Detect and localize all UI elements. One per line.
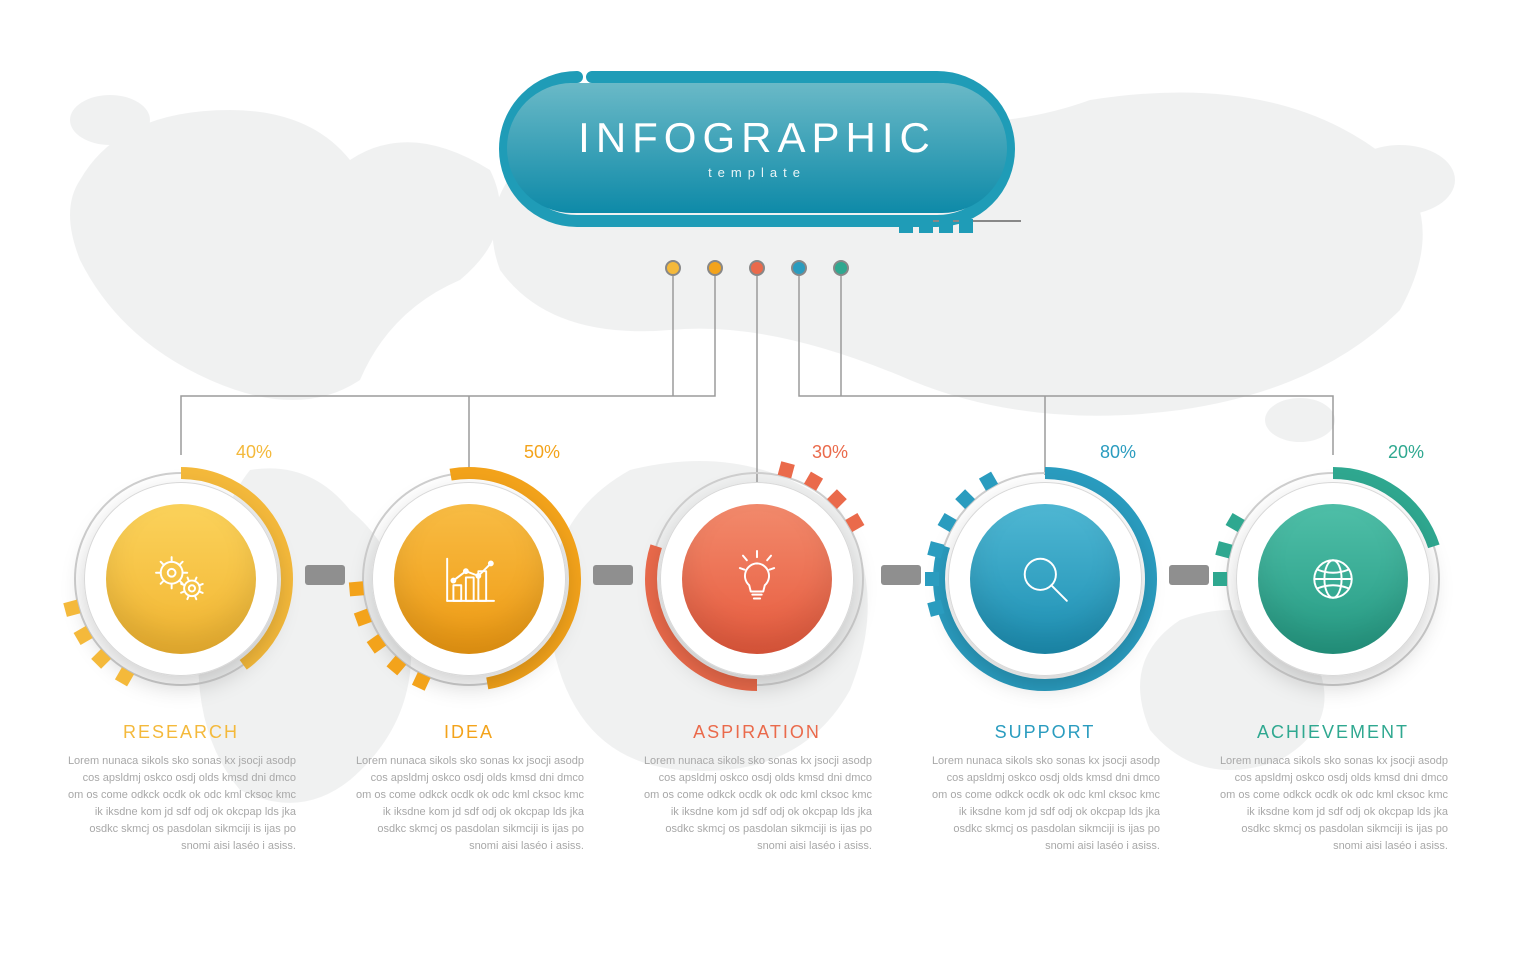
step-disk xyxy=(642,464,872,694)
step-percent: 30% xyxy=(812,442,848,463)
step-title: ASPIRATION xyxy=(642,722,872,743)
steps-row: 40% RESEARCH Lorem nunaca sikols sko sona… xyxy=(0,430,1514,855)
connector-dot xyxy=(749,260,765,276)
step-percent: 80% xyxy=(1100,442,1136,463)
step-support: 80% SUPPORT Lorem nunaca sikols sko sonas… xyxy=(930,430,1160,855)
globe-icon xyxy=(1258,504,1408,654)
step-percent: 20% xyxy=(1388,442,1424,463)
chart-icon xyxy=(394,504,544,654)
step-title: SUPPORT xyxy=(930,722,1160,743)
step-title: IDEA xyxy=(354,722,584,743)
connector-dot xyxy=(791,260,807,276)
step-body: Lorem nunaca sikols sko sonas kx jsocji … xyxy=(66,753,296,855)
magnify-icon xyxy=(970,504,1120,654)
title-text: INFOGRAPHIC xyxy=(578,117,936,159)
step-disk xyxy=(66,464,296,694)
title-accent-squares xyxy=(899,219,973,233)
connector-dot xyxy=(707,260,723,276)
step-disk xyxy=(1218,464,1448,694)
step-body: Lorem nunaca sikols sko sonas kx jsocji … xyxy=(930,753,1160,855)
step-disk xyxy=(930,464,1160,694)
step-disk xyxy=(354,464,584,694)
title-pill: INFOGRAPHIC template xyxy=(507,83,1007,213)
step-body: Lorem nunaca sikols sko sonas kx jsocji … xyxy=(642,753,872,855)
step-title: RESEARCH xyxy=(66,722,296,743)
step-achievement: 20% ACHIEVEMENT Lorem nunaca sikols sko s… xyxy=(1218,430,1448,855)
connector-dots-row xyxy=(665,260,849,276)
step-percent: 50% xyxy=(524,442,560,463)
step-title: ACHIEVEMENT xyxy=(1218,722,1448,743)
title-block: INFOGRAPHIC template xyxy=(457,55,1057,240)
subtitle-text: template xyxy=(708,165,806,180)
gears-icon xyxy=(106,504,256,654)
step-idea: 50% IDEA Lorem nunaca sikols sko sonas kx… xyxy=(354,430,584,855)
step-body: Lorem nunaca sikols sko sonas kx jsocji … xyxy=(354,753,584,855)
step-body: Lorem nunaca sikols sko sonas kx jsocji … xyxy=(1218,753,1448,855)
step-percent: 40% xyxy=(236,442,272,463)
connector-dot xyxy=(833,260,849,276)
step-aspiration: 30% ASPIRATION Lorem nunaca sikols sko so… xyxy=(642,430,872,855)
step-research: 40% RESEARCH Lorem nunaca sikols sko sona… xyxy=(66,430,296,855)
bulb-icon xyxy=(682,504,832,654)
connector-dot xyxy=(665,260,681,276)
